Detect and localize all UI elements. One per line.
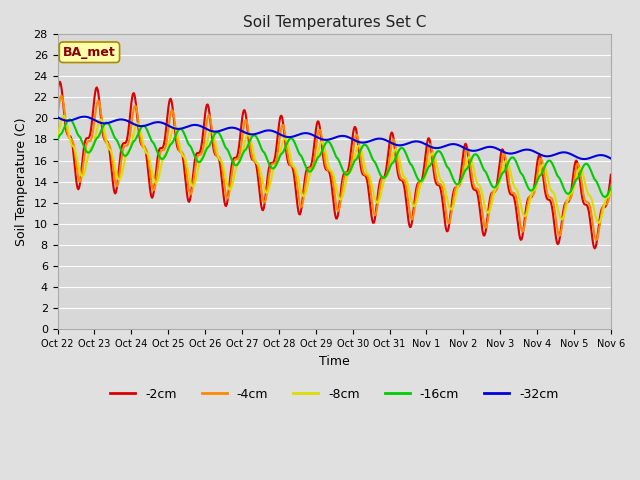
-32cm — [580, 156, 588, 162]
-8cm — [403, 176, 410, 182]
-2cm — [403, 198, 410, 204]
-8cm — [419, 178, 426, 183]
-32cm — [607, 156, 614, 161]
Title: Soil Temperatures Set C: Soil Temperatures Set C — [243, 15, 426, 30]
Line: -8cm: -8cm — [58, 116, 611, 223]
-8cm — [607, 188, 614, 194]
-32cm — [177, 126, 185, 132]
Text: BA_met: BA_met — [63, 46, 116, 59]
-2cm — [54, 90, 61, 96]
-16cm — [122, 153, 129, 159]
Line: -16cm: -16cm — [58, 120, 611, 197]
-4cm — [207, 118, 214, 123]
-4cm — [607, 183, 614, 189]
X-axis label: Time: Time — [319, 355, 349, 368]
-8cm — [122, 155, 129, 161]
-16cm — [54, 137, 61, 143]
-8cm — [207, 128, 214, 134]
Legend: -2cm, -4cm, -8cm, -16cm, -32cm: -2cm, -4cm, -8cm, -16cm, -32cm — [105, 383, 563, 406]
-2cm — [607, 172, 614, 178]
-32cm — [64, 118, 72, 123]
-16cm — [64, 118, 72, 124]
-32cm — [207, 128, 214, 134]
-16cm — [403, 151, 410, 157]
-16cm — [207, 140, 214, 146]
-2cm — [419, 176, 426, 181]
-8cm — [60, 113, 68, 119]
-4cm — [65, 133, 72, 139]
-16cm — [177, 126, 185, 132]
Line: -32cm: -32cm — [58, 117, 611, 159]
-16cm — [419, 177, 426, 183]
-2cm — [591, 245, 598, 251]
-16cm — [66, 117, 74, 122]
-8cm — [54, 134, 61, 140]
-4cm — [419, 179, 426, 184]
-4cm — [122, 143, 129, 148]
-8cm — [595, 220, 602, 226]
-32cm — [122, 117, 129, 123]
-2cm — [65, 132, 72, 138]
-8cm — [177, 150, 185, 156]
-2cm — [177, 149, 185, 155]
-2cm — [56, 79, 63, 84]
-16cm — [601, 194, 609, 200]
-2cm — [122, 140, 129, 146]
Line: -4cm: -4cm — [58, 96, 611, 240]
-4cm — [593, 237, 600, 243]
-4cm — [58, 93, 65, 98]
Line: -2cm: -2cm — [58, 82, 611, 248]
-32cm — [419, 140, 426, 145]
-4cm — [54, 113, 61, 119]
-8cm — [65, 128, 72, 134]
-4cm — [177, 150, 185, 156]
Y-axis label: Soil Temperature (C): Soil Temperature (C) — [15, 118, 28, 246]
-32cm — [54, 114, 61, 120]
-2cm — [207, 121, 214, 127]
-32cm — [403, 141, 410, 147]
-4cm — [403, 184, 410, 190]
-16cm — [607, 184, 614, 190]
-32cm — [81, 114, 88, 120]
